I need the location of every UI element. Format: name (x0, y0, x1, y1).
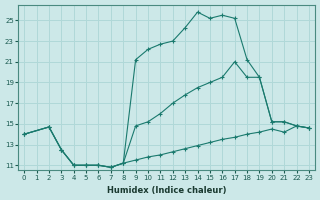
X-axis label: Humidex (Indice chaleur): Humidex (Indice chaleur) (107, 186, 226, 195)
